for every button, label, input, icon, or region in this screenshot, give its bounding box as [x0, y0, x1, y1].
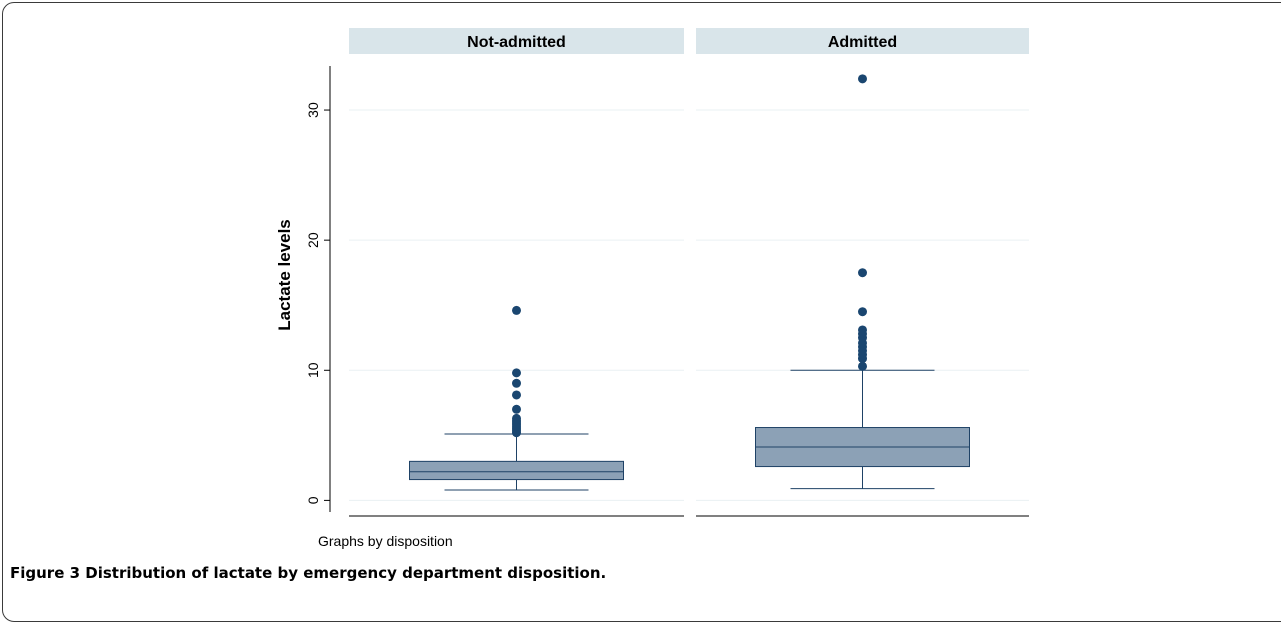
outlier-point-2-11	[858, 268, 867, 278]
panel-title-1: Not-admitted	[467, 34, 566, 51]
graphs-by-note: Graphs by disposition	[318, 533, 453, 549]
outlier-point-2-10	[858, 307, 867, 317]
caption-text: Distribution of lactate by emergency dep…	[80, 564, 607, 582]
outlier-point-2-1	[858, 361, 867, 371]
caption-label: Figure 3	[10, 564, 81, 582]
y-tick-label-0: 0	[305, 496, 321, 504]
panel-2: Admitted	[696, 28, 1029, 517]
boxplot-chart: Not-admitted Admitted 0 10 20 30 Lactate lev…	[275, 28, 1029, 549]
outlier-point-1-8	[512, 413, 521, 423]
y-tick-label-30: 30	[305, 102, 321, 118]
y-tick-label-20: 20	[305, 232, 321, 248]
outlier-point-1-13	[512, 305, 521, 315]
panel-header-strip-2	[696, 28, 1029, 54]
outlier-point-1-9	[512, 404, 521, 414]
panels: Not-admitted Admitted	[349, 28, 1029, 517]
panel-title-2: Admitted	[828, 34, 897, 51]
panel-header-strip-1	[349, 28, 684, 54]
outlier-point-1-11	[512, 378, 521, 388]
y-axis-label: Lactate levels	[275, 219, 294, 331]
y-tick-label-10: 10	[305, 362, 321, 378]
outlier-point-2-12	[858, 74, 867, 84]
figure-caption: Figure 3 Distribution of lactate by emer…	[10, 564, 606, 582]
outlier-point-1-10	[512, 390, 521, 400]
outlier-point-1-12	[512, 368, 521, 378]
box-iqr-1	[409, 460, 624, 481]
y-axis: 0 10 20 30	[305, 66, 331, 512]
panel-1: Not-admitted	[349, 28, 684, 517]
outlier-point-2-9	[858, 325, 867, 335]
